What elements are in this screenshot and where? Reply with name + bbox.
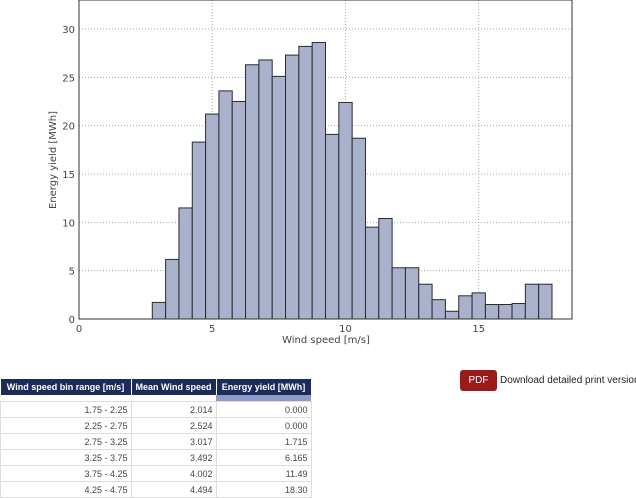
histogram-bar [498, 304, 513, 320]
histogram-bar [418, 283, 433, 320]
histogram-bar [178, 207, 193, 320]
cell-mean-wind-speed: 2.014 [130, 401, 217, 418]
histogram-bar [511, 303, 526, 320]
table-row: 2.25 - 2.75 2.524 0.000 [0, 417, 312, 434]
cell-mean-wind-speed: 3.017 [130, 433, 217, 450]
table-row: 4.25 - 4.75 4.494 18.30 [0, 481, 312, 498]
histogram-bar [311, 42, 327, 320]
table-row: 3.25 - 3.75 3.492 6.165 [0, 449, 312, 466]
histogram-bar [351, 137, 366, 320]
histogram-bar [245, 64, 260, 320]
histogram-bar [325, 133, 340, 320]
x-tick-label: 0 [76, 324, 82, 335]
cell-bin-range: 2.75 - 3.25 [0, 433, 132, 450]
y-tick-label: 0 [69, 315, 75, 326]
y-tick-label: 25 [62, 73, 75, 84]
histogram-bar [205, 113, 220, 320]
cell-energy-yield: 6.165 [215, 449, 312, 466]
table-row: 1.75 - 2.25 2.014 0.000 [0, 401, 312, 418]
header-energy-yield[interactable]: Energy yield [MWh] [216, 379, 312, 395]
cell-bin-range: 4.25 - 4.75 [0, 481, 132, 498]
y-tick-label: 5 [69, 267, 75, 278]
cell-mean-wind-speed: 3.492 [130, 449, 217, 466]
sort-indicator [216, 395, 311, 402]
histogram-bar [538, 283, 553, 320]
cell-energy-yield: 0.000 [215, 401, 312, 418]
histogram-bar [444, 310, 460, 320]
histogram-bar [364, 226, 380, 320]
cell-energy-yield: 0.000 [215, 417, 312, 434]
x-tick-label: 5 [209, 324, 215, 335]
histogram-bar [271, 75, 287, 320]
cell-energy-yield: 18.30 [215, 481, 312, 498]
x-tick-label: 15 [472, 324, 485, 335]
table-row: 3.75 - 4.25 4.002 11.49 [0, 465, 312, 482]
cell-bin-range: 1.75 - 2.25 [0, 401, 132, 418]
histogram-bar [191, 141, 207, 320]
table-row: 2.75 - 3.25 3.017 1.715 [0, 433, 312, 450]
histogram-bar [378, 217, 393, 320]
header-bin-range[interactable]: Wind speed bin range [m/s] [0, 379, 132, 395]
histogram-bar [458, 295, 473, 320]
histogram-bar [471, 292, 486, 320]
y-tick-label: 30 [62, 25, 75, 36]
energy-yield-table: Wind speed bin range [m/s] Mean Wind spe… [0, 379, 312, 498]
histogram-bar [404, 267, 420, 320]
y-tick-label: 20 [62, 122, 75, 133]
histogram-bar [258, 59, 273, 320]
cell-mean-wind-speed: 4.494 [130, 481, 217, 498]
sort-indicator-row [1, 395, 311, 402]
histogram-bar [218, 90, 233, 320]
histogram-bars [151, 42, 553, 320]
histogram-bar [151, 301, 167, 320]
cell-energy-yield: 11.49 [215, 465, 312, 482]
plot-frame [78, 0, 573, 320]
histogram-bar [298, 45, 313, 320]
histogram-bar [484, 304, 500, 320]
cell-energy-yield: 1.715 [215, 433, 312, 450]
histogram-bar [231, 101, 247, 320]
x-axis-ticks: 0 5 10 15 [76, 324, 485, 335]
x-axis-label: Wind speed [m/s] [282, 335, 370, 346]
pdf-button[interactable]: PDF [460, 370, 497, 391]
cell-bin-range: 3.75 - 4.25 [0, 465, 132, 482]
download-print-version-link[interactable]: Download detailed print version [500, 375, 636, 386]
histogram-bar [338, 101, 353, 320]
cell-bin-range: 3.25 - 3.75 [0, 449, 132, 466]
histogram-bar [391, 267, 406, 320]
y-tick-label: 10 [62, 218, 75, 229]
cell-bin-range: 2.25 - 2.75 [0, 417, 132, 434]
energy-yield-histogram: 0 5 10 15 0 5 10 15 20 25 30 Wind speed [m/s] Ene… [48, 0, 573, 346]
y-axis-label: Energy yield [MWh] [48, 111, 59, 209]
y-axis-ticks: 0 5 10 15 20 25 30 [62, 25, 75, 326]
x-tick-label: 10 [339, 324, 352, 335]
histogram-bar [285, 54, 300, 320]
table-header-row: Wind speed bin range [m/s] Mean Wind spe… [0, 379, 312, 395]
histogram-bar [431, 299, 446, 320]
y-tick-label: 15 [62, 170, 75, 181]
histogram-bar [524, 283, 540, 320]
cell-mean-wind-speed: 2.524 [130, 417, 217, 434]
cell-mean-wind-speed: 4.002 [130, 465, 217, 482]
histogram-bar [165, 258, 180, 320]
header-mean-wind-speed[interactable]: Mean Wind speed [131, 379, 217, 395]
